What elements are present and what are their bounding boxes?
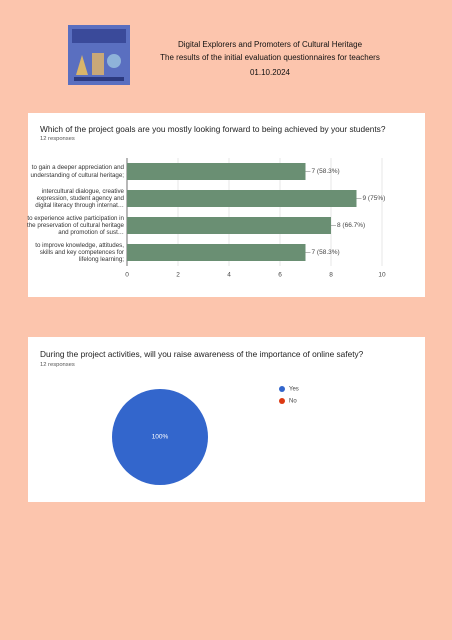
category-label: to experience active participation in th… — [27, 214, 124, 237]
category-label: to gain a deeper appreciation and unders… — [30, 164, 124, 179]
chart-card: During the project activities, will you … — [28, 337, 425, 502]
bar — [127, 163, 306, 180]
slice-label: 100% — [152, 434, 169, 441]
doc-date: 01.10.2024 — [249, 68, 291, 77]
x-tick-label: 2 — [176, 272, 180, 279]
bar-chart: 0 2 4 6 8 10 7 (58.3%) 9 (75%) 8 (66.7%) 7 (58.3%… — [125, 158, 386, 279]
pie-slice — [112, 389, 208, 485]
bar — [127, 244, 306, 261]
chart-title: During the project activities, will you … — [40, 349, 364, 359]
bar — [127, 217, 331, 234]
chart-card: Which of the project goals are you mostl… — [27, 113, 425, 297]
x-tick-label: 0 — [125, 272, 129, 279]
doc-subtitle: The results of the initial evaluation qu… — [160, 53, 380, 62]
legend-swatch — [279, 398, 285, 404]
data-label: 9 (75%) — [363, 195, 386, 202]
legend-label: Yes — [289, 387, 299, 393]
legend-swatch — [279, 386, 285, 392]
category-label: intercultural dialogue, creative express… — [35, 187, 124, 210]
x-tick-label: 4 — [227, 272, 231, 279]
data-label: 7 (58.3%) — [312, 249, 340, 256]
bar — [127, 190, 357, 207]
x-tick-label: 8 — [329, 272, 333, 279]
chart-subtitle: 12 responses — [40, 362, 75, 368]
x-tick-label: 6 — [278, 272, 282, 279]
chart-subtitle: 12 responses — [40, 136, 75, 142]
doc-title: Digital Explorers and Promoters of Cultu… — [177, 40, 363, 49]
pie-chart: 100% Yes No — [112, 386, 299, 485]
data-label: 8 (66.7%) — [337, 222, 365, 229]
legend-label: No — [289, 399, 297, 405]
chart-title: Which of the project goals are you mostl… — [40, 124, 386, 134]
category-label: to improve knowledge, attitudes, skills … — [35, 241, 124, 264]
x-tick-label: 10 — [378, 272, 386, 279]
data-label: 7 (58.3%) — [312, 168, 340, 175]
logo — [68, 25, 130, 85]
